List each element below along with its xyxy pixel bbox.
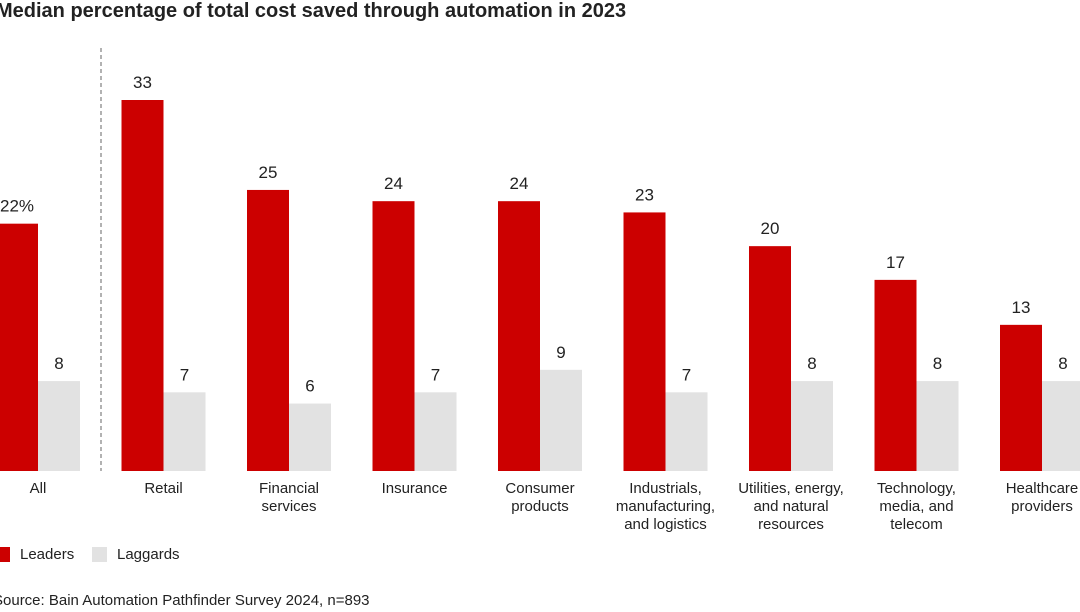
- value-label: 6: [305, 377, 314, 396]
- bar: [791, 381, 833, 471]
- value-label: 8: [807, 354, 816, 373]
- bar: [121, 100, 164, 471]
- x-tick-label: Industrials, manufacturing, and logistic…: [615, 480, 716, 533]
- source-note: Source: Bain Automation Pathfinder Surve…: [0, 592, 370, 609]
- value-label: 7: [682, 365, 691, 384]
- x-tick-label: Retail: [144, 480, 183, 497]
- value-label: 24: [384, 174, 403, 193]
- x-tick-label: Utilities, energy, and natural resources: [738, 480, 844, 533]
- value-label: 20: [761, 219, 780, 238]
- legend-swatch: [0, 547, 10, 562]
- bar: [540, 369, 582, 471]
- x-tick-label: Healthcare providers: [1005, 480, 1079, 515]
- bar: [916, 381, 959, 471]
- legend-label: Leaders: [20, 546, 75, 563]
- bar: [1000, 324, 1042, 471]
- bar: [372, 201, 415, 471]
- x-tick-label: Consumer products: [505, 480, 575, 515]
- value-label: 33: [133, 73, 152, 92]
- value-label: 8: [933, 354, 942, 373]
- bar: [623, 212, 666, 471]
- value-label: 7: [431, 365, 440, 384]
- x-tick-label: Technology, media, and telecom: [877, 480, 956, 533]
- x-tick-label: All: [29, 480, 47, 497]
- value-label: 17: [886, 253, 905, 272]
- bar: [289, 403, 331, 471]
- bar: [247, 189, 289, 471]
- bar: [1042, 381, 1080, 471]
- value-label: 13: [1012, 298, 1031, 317]
- legend-swatch: [92, 547, 107, 562]
- value-label: 8: [1058, 354, 1067, 373]
- x-tick-label: Financial services: [258, 480, 320, 515]
- bar: [0, 223, 38, 471]
- chart-title: Median percentage of total cost saved th…: [0, 0, 627, 22]
- bar: [498, 201, 540, 471]
- bar: [38, 381, 80, 471]
- legend-label: Laggards: [117, 546, 180, 563]
- value-label: 9: [556, 343, 565, 362]
- value-label: 25: [259, 163, 278, 182]
- bar: [163, 392, 206, 471]
- bar: [749, 246, 791, 471]
- value-label: 7: [180, 365, 189, 384]
- bar: [414, 392, 457, 471]
- x-tick-label: Insurance: [381, 480, 448, 497]
- value-label: 24: [510, 174, 529, 193]
- bar: [874, 279, 917, 471]
- value-label: 23: [635, 185, 654, 204]
- bar: [665, 392, 708, 471]
- value-label: 8: [54, 354, 63, 373]
- value-label: 22%: [0, 197, 34, 216]
